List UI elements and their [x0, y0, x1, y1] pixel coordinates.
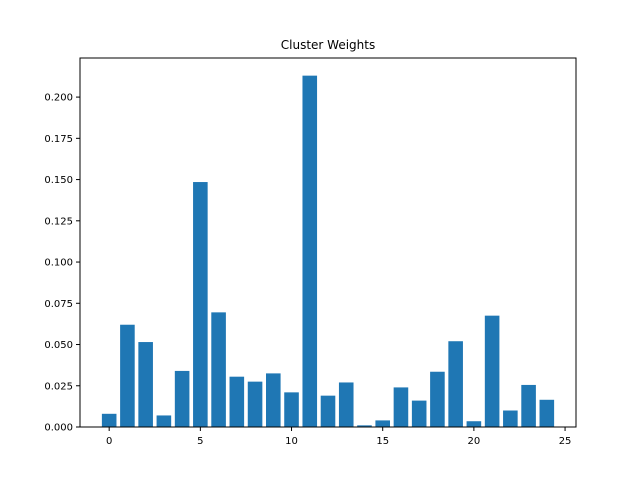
x-tick-label: 10 — [285, 436, 298, 447]
y-tick-label: 0.100 — [44, 258, 73, 269]
bar-19 — [448, 341, 463, 427]
bars-group — [101, 75, 555, 428]
bar-9 — [266, 373, 281, 427]
x-tick-label: 15 — [376, 436, 389, 447]
bar-3 — [156, 415, 172, 427]
bar-14 — [357, 425, 372, 427]
bar-24 — [539, 399, 555, 427]
bar-6 — [211, 312, 226, 427]
bar-15 — [375, 420, 390, 427]
x-tick-label: 0 — [106, 436, 112, 447]
bar-22 — [503, 410, 518, 427]
bar-17 — [411, 400, 427, 427]
x-tick-label: 25 — [559, 436, 572, 447]
bar-13 — [338, 382, 354, 427]
bar-21 — [484, 315, 500, 427]
bar-1 — [120, 324, 135, 427]
y-tick-label: 0.000 — [44, 423, 73, 434]
y-axis: 0.000 0.025 0.050 0.075 0.100 0.125 0.150 0.175… — [44, 93, 80, 434]
bar-20 — [466, 421, 482, 427]
x-tick-label: 5 — [197, 436, 203, 447]
y-tick-label: 0.050 — [44, 340, 73, 351]
bar-5 — [193, 182, 208, 427]
bar-23 — [521, 384, 536, 427]
y-tick-label: 0.150 — [44, 175, 73, 186]
bar-0 — [101, 413, 117, 427]
bar-2 — [138, 342, 153, 427]
chart-title: Cluster Weights — [281, 38, 375, 52]
bar-11 — [302, 75, 318, 428]
y-tick-label: 0.125 — [44, 216, 73, 227]
bar-8 — [247, 381, 263, 427]
y-tick-label: 0.075 — [44, 299, 73, 310]
bar-10 — [284, 392, 299, 427]
x-tick-label: 20 — [468, 436, 481, 447]
bar-4 — [174, 370, 190, 427]
bar-16 — [393, 387, 409, 427]
plot-frame — [79, 57, 577, 428]
y-tick-label: 0.025 — [44, 381, 73, 392]
bar-7 — [229, 376, 245, 427]
bar-18 — [430, 371, 445, 427]
bar-12 — [320, 395, 336, 427]
y-tick-label: 0.175 — [44, 134, 73, 145]
y-tick-label: 0.200 — [44, 93, 73, 104]
x-axis: 0 5 10 15 20 25 — [106, 427, 571, 447]
